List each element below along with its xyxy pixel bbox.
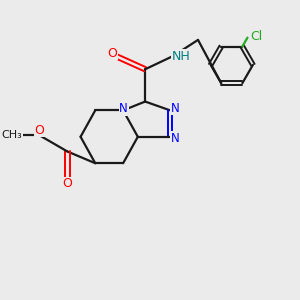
- Text: CH₃: CH₃: [1, 130, 22, 140]
- Text: Cl: Cl: [250, 30, 262, 43]
- Text: N: N: [171, 101, 180, 115]
- Text: O: O: [62, 177, 72, 190]
- Text: N: N: [171, 132, 180, 145]
- Text: O: O: [107, 46, 117, 60]
- Text: O: O: [34, 124, 44, 136]
- Text: N: N: [119, 102, 128, 116]
- Text: NH: NH: [172, 50, 191, 62]
